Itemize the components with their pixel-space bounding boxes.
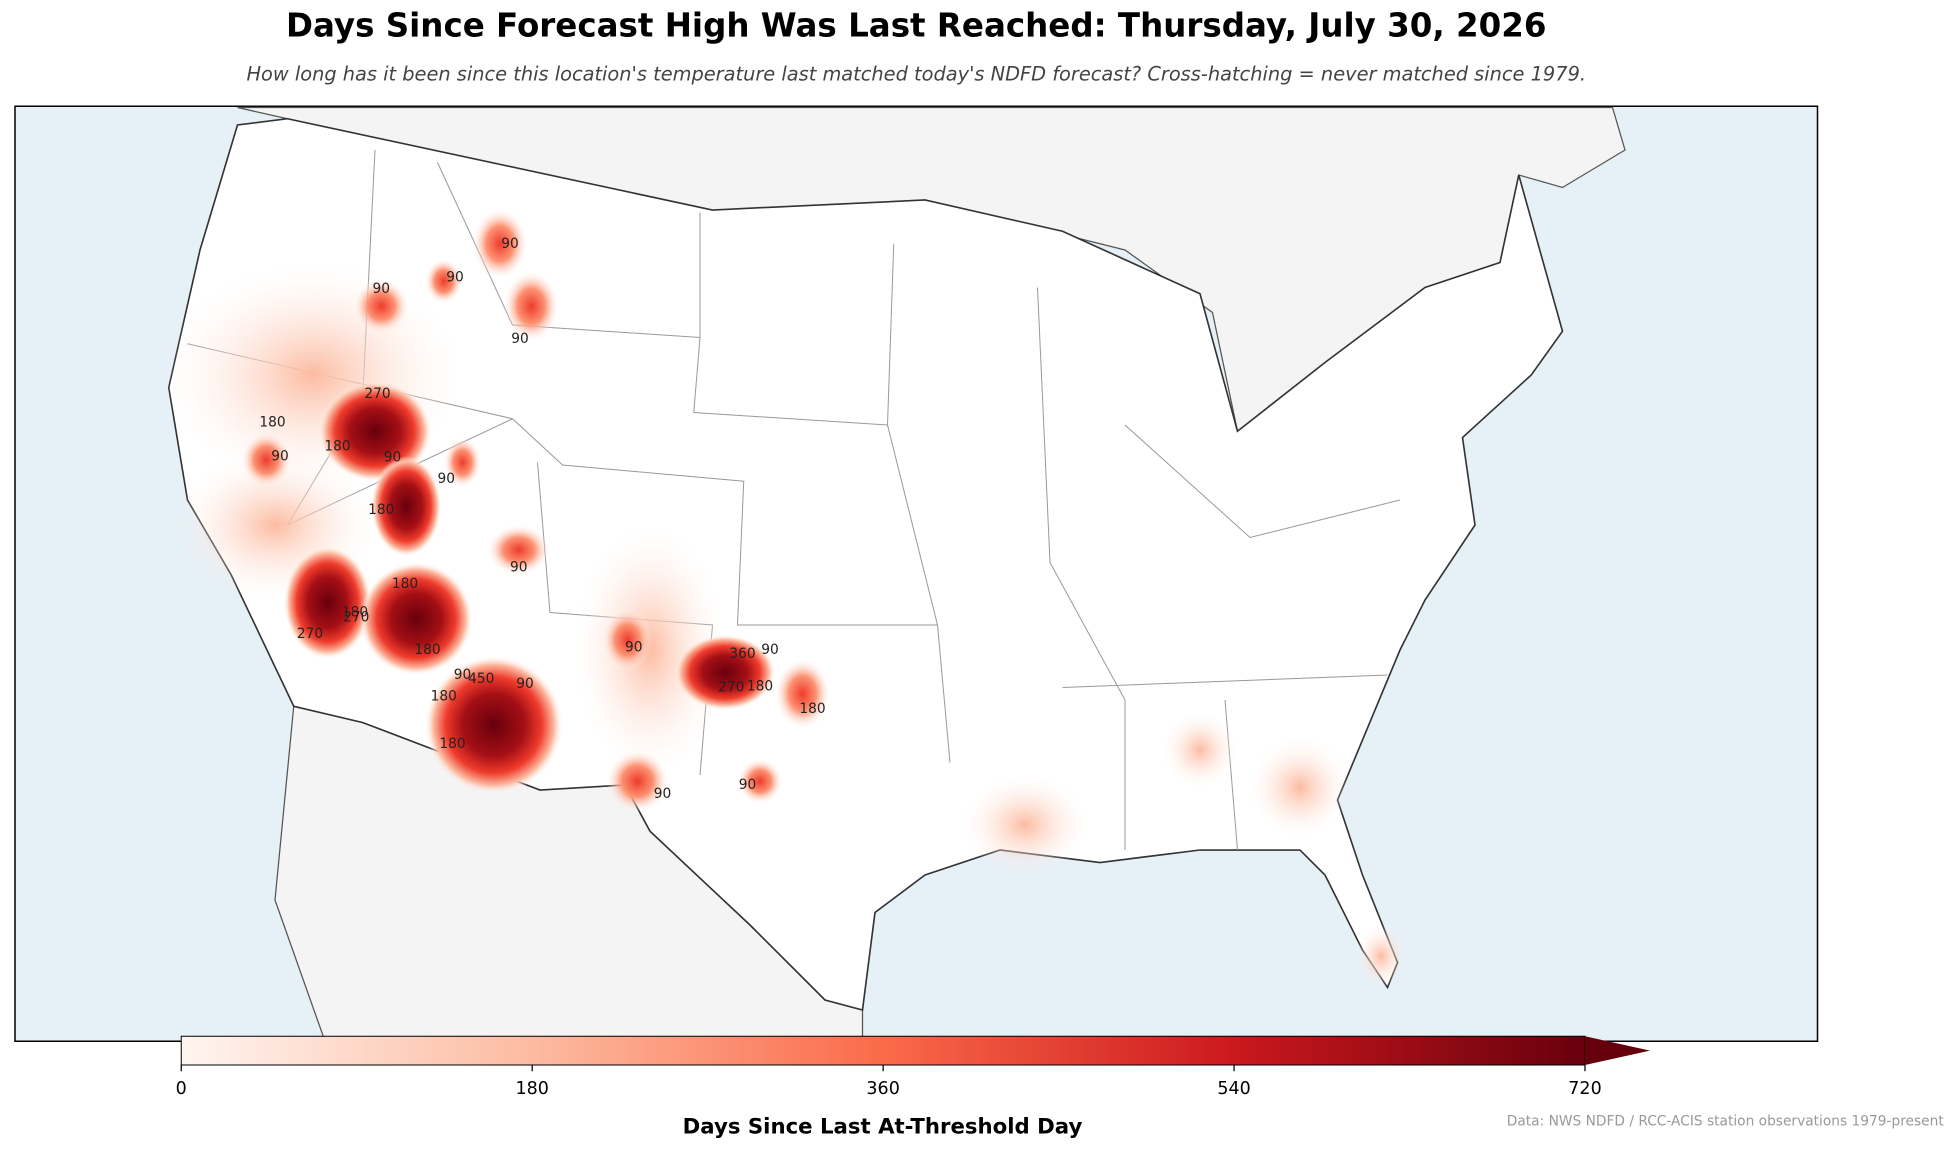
contour-label: 180 [439, 736, 465, 752]
contour-label: 90 [384, 450, 402, 466]
contour-label: 90 [446, 270, 464, 286]
heat-blob [443, 437, 482, 488]
contour-label: 270 [364, 386, 390, 402]
contour-label: 90 [501, 236, 519, 252]
contour-label: 90 [510, 560, 528, 576]
subtitle: How long has it been since this location… [246, 63, 1586, 86]
contour-label: 90 [654, 786, 672, 802]
heat-blob [675, 635, 775, 710]
heat-blob [1250, 737, 1350, 838]
heat-blob [472, 208, 528, 279]
contour-label: 90 [761, 642, 779, 658]
contour-label: 90 [454, 667, 472, 683]
contour-label: 360 [729, 646, 755, 662]
colorbar-tick-label: 720 [1568, 1079, 1601, 1099]
heat-blob [318, 381, 432, 482]
contour-label: 270 [718, 680, 744, 696]
heat-blob [962, 775, 1088, 875]
contour-label: 180 [368, 502, 394, 518]
heat-blob [487, 525, 550, 575]
usa [167, 117, 1564, 1012]
heat-blob [425, 258, 463, 304]
heat-blob [283, 546, 372, 659]
colorbar-tick-label: 540 [1217, 1079, 1250, 1099]
contour-label: 180 [342, 605, 368, 621]
contour-label: 180 [747, 678, 773, 694]
heat-blob [241, 432, 292, 488]
contour-label: 180 [324, 438, 350, 454]
contour-label: 180 [414, 642, 440, 658]
title: Days Since Forecast High Was Last Reache… [286, 7, 1546, 45]
heat-blob [775, 658, 830, 729]
heat-blob [606, 750, 669, 813]
heat-blob [1356, 925, 1407, 988]
contour-label: 90 [511, 331, 529, 347]
contour-label: 180 [431, 688, 457, 704]
contour-label: 180 [799, 701, 825, 717]
contour-label: 90 [516, 676, 534, 692]
contour-label: 180 [259, 415, 285, 431]
colorbar-extend [1585, 1036, 1650, 1065]
hotspots [162, 208, 1407, 988]
contour-label: 450 [468, 671, 494, 687]
heat-blob [371, 456, 442, 557]
contour-label: 270 [297, 626, 323, 642]
colorbar-label: Days Since Last At-Threshold Day [683, 1115, 1083, 1140]
heat-blob [737, 758, 783, 804]
contour-label: 90 [625, 640, 643, 656]
colorbar-tick-label: 180 [515, 1079, 548, 1099]
heat-blob [425, 656, 563, 794]
contour-label: 90 [373, 281, 391, 297]
contour-label: 90 [739, 777, 757, 793]
contour-label: 180 [392, 576, 418, 592]
colorbar-tick-label: 360 [866, 1079, 899, 1099]
contour-label: 270 [343, 610, 369, 626]
contour-label: 90 [438, 471, 456, 487]
colorbar-ticks: 0 180 360 540 720 [176, 1065, 1602, 1099]
heat-blob [602, 608, 653, 672]
heat-blob [360, 562, 473, 675]
heat-blob [1162, 712, 1238, 788]
contour-label: 90 [271, 448, 289, 464]
colorbar-tick-label: 0 [176, 1079, 187, 1099]
heat-blob [503, 271, 559, 342]
source: Data: NWS NDFD / RCC-ACIS station observ… [1507, 1113, 1945, 1129]
heat-blob [353, 278, 409, 334]
colorbar [180, 1035, 1586, 1066]
